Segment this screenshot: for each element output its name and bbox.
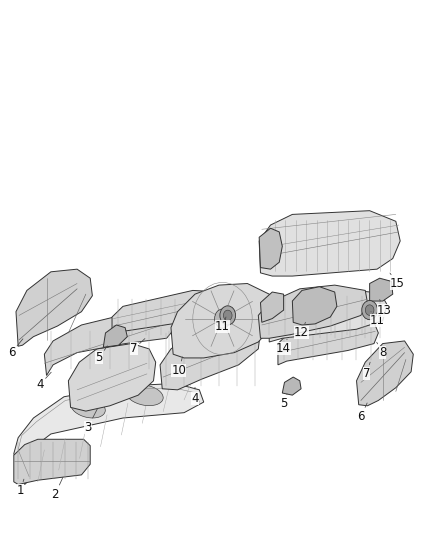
Ellipse shape: [127, 385, 163, 406]
Polygon shape: [357, 341, 413, 406]
Polygon shape: [259, 211, 400, 276]
Text: 5: 5: [280, 394, 287, 410]
Text: 7: 7: [130, 338, 145, 356]
Polygon shape: [160, 322, 261, 390]
Text: 6: 6: [357, 403, 367, 423]
Text: 5: 5: [95, 346, 107, 365]
Polygon shape: [278, 321, 378, 365]
Polygon shape: [269, 290, 387, 342]
Polygon shape: [259, 228, 283, 269]
Circle shape: [220, 306, 236, 325]
Circle shape: [223, 310, 232, 321]
Text: 11: 11: [215, 317, 230, 333]
Circle shape: [365, 305, 374, 316]
Text: 7: 7: [363, 362, 370, 381]
Polygon shape: [261, 292, 284, 322]
Polygon shape: [292, 287, 337, 325]
Polygon shape: [16, 269, 92, 346]
Polygon shape: [171, 284, 276, 358]
Text: 11: 11: [370, 312, 385, 327]
Text: 6: 6: [8, 339, 23, 359]
Text: 13: 13: [377, 300, 392, 317]
Polygon shape: [14, 383, 204, 484]
Polygon shape: [14, 439, 90, 484]
Text: 3: 3: [85, 408, 98, 433]
Polygon shape: [258, 285, 367, 338]
Circle shape: [215, 309, 230, 328]
Polygon shape: [44, 312, 175, 375]
Polygon shape: [112, 290, 226, 338]
Ellipse shape: [71, 397, 105, 418]
Text: 14: 14: [276, 340, 291, 356]
Polygon shape: [283, 377, 301, 395]
Text: 4: 4: [36, 372, 51, 391]
Polygon shape: [68, 344, 155, 411]
Text: 8: 8: [377, 342, 386, 359]
Text: 2: 2: [52, 478, 63, 500]
Circle shape: [362, 301, 378, 320]
Text: 1: 1: [17, 479, 24, 497]
Polygon shape: [370, 278, 393, 301]
Polygon shape: [103, 325, 127, 348]
Text: 15: 15: [390, 273, 405, 290]
Text: 12: 12: [293, 322, 309, 340]
Text: 10: 10: [171, 357, 186, 377]
Text: 4: 4: [191, 387, 199, 405]
